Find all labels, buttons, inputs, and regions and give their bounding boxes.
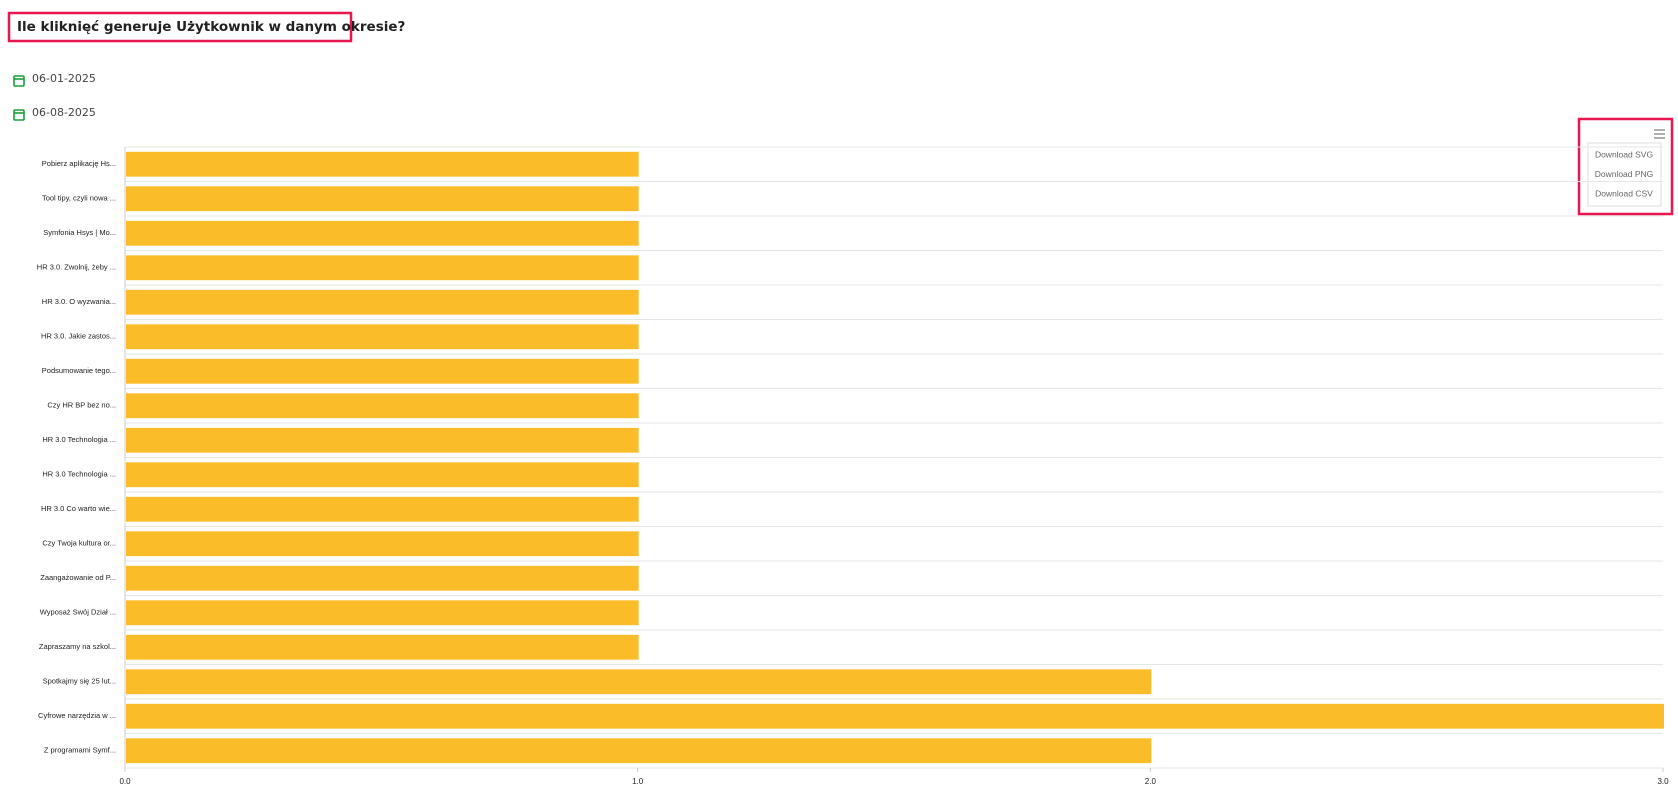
y-tick-label: Podsumowanie tego...: [42, 366, 116, 375]
bar: [126, 703, 1664, 729]
menu-item[interactable]: Download SVG: [1595, 149, 1653, 159]
bar: [126, 427, 639, 453]
y-tick-label: HR 3.0 Technologia ...: [42, 435, 116, 444]
y-tick-label: HR 3.0. Zwolnij, żeby ...: [37, 263, 116, 272]
y-tick-label: Z programami Symf...: [44, 746, 116, 755]
bar: [126, 289, 639, 315]
y-tick-label: Zapraszamy na szkol...: [39, 642, 116, 651]
x-tick-label: 1.0: [632, 777, 644, 786]
menu-panel: [1587, 142, 1662, 207]
bar: [126, 738, 1152, 764]
y-tick-label: HR 3.0 Co warto wie...: [41, 504, 116, 513]
menu-highlight: [1577, 117, 1674, 216]
y-tick-label: Cyfrowe narzędzia w ...: [38, 711, 116, 720]
y-tick-label: Tool tipy, czyli nowa ...: [42, 194, 116, 203]
bar: [126, 186, 639, 212]
y-tick-label: Symfonia Hsys | Mo...: [43, 228, 116, 237]
bar: [126, 531, 639, 557]
x-tick-label: 2.0: [1145, 777, 1157, 786]
bar: [126, 600, 639, 626]
bar: [126, 462, 639, 488]
x-tick-label: 0.0: [119, 777, 131, 786]
y-tick-label: HR 3.0. Jakie zastos...: [41, 332, 116, 341]
date-to: 06-08-2025: [32, 106, 96, 119]
y-tick-label: Czy Twoja kultura or...: [42, 539, 116, 548]
x-tick-label: 3.0: [1657, 777, 1669, 786]
bar: [126, 634, 639, 660]
bar: [126, 496, 639, 522]
bar: [126, 358, 639, 384]
title-highlight: [7, 11, 353, 43]
bar: [126, 220, 639, 246]
date-from: 06-01-2025: [32, 72, 96, 85]
y-tick-label: HR 3.0. O wyzwania...: [42, 297, 116, 306]
menu-item[interactable]: Download PNG: [1595, 169, 1654, 179]
bar: [126, 669, 1152, 695]
bar: [126, 565, 639, 591]
menu-item[interactable]: Download CSV: [1595, 188, 1653, 198]
y-tick-label: Pobierz aplikację Hs...: [42, 159, 116, 168]
page-title: Ile kliknięć generuje Użytkownik w danym…: [17, 19, 405, 35]
bar: [126, 324, 639, 350]
calendar-icon: [13, 75, 25, 121]
bar: [126, 255, 639, 281]
y-tick-label: Spotkajmy się 25 lut...: [43, 677, 116, 686]
bar: [126, 151, 639, 177]
bar: [126, 393, 639, 419]
y-tick-label: Wyposaż Swój Dział ...: [40, 608, 116, 617]
y-tick-label: HR 3.0 Technologia ...: [42, 470, 116, 479]
y-tick-label: Zaangażowanie od P...: [40, 573, 116, 582]
y-tick-label: Czy HR BP bez no...: [47, 401, 116, 410]
menu-button[interactable]: [1654, 129, 1665, 139]
